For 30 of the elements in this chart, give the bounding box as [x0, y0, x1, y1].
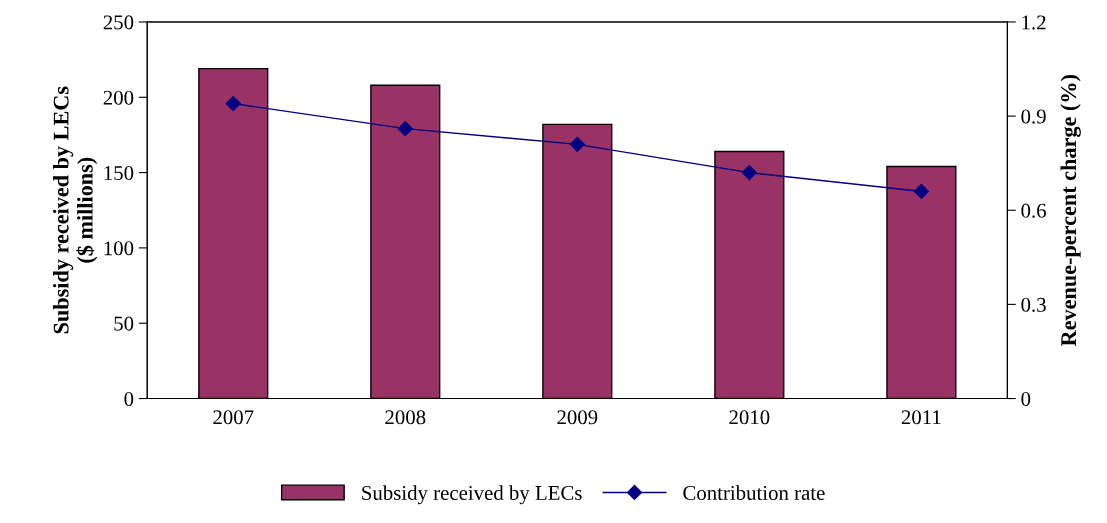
y-tick-label: 0	[124, 391, 134, 406]
y2-tick-label: 0.6	[1021, 203, 1046, 218]
x-tick-label: 2008	[385, 410, 426, 425]
legend-label: Subsidy received by LECs	[362, 485, 582, 505]
x-tick-label: 2009	[557, 410, 598, 425]
bar	[198, 67, 269, 399]
y-tick-label: 100	[104, 241, 134, 256]
y-tick-label: 200	[103, 90, 134, 105]
x-tick-label: 2010	[729, 410, 770, 425]
bar	[542, 123, 613, 399]
y-axis-title: Subsidy received by LECs ($ millions)	[52, 86, 98, 334]
point	[913, 183, 929, 199]
y2-tick-label: 0.9	[1021, 109, 1046, 124]
y2-tick-label: 1.2	[1022, 15, 1046, 30]
point	[741, 165, 757, 181]
y-tick-label: 150	[104, 165, 134, 181]
point	[569, 136, 585, 152]
y2-tick-label: 0	[1021, 391, 1031, 406]
y2-tick-label: 0.3	[1021, 297, 1046, 312]
y-tick-label: 250	[103, 15, 134, 30]
y-tick-label: 50	[114, 316, 134, 331]
bar	[714, 150, 785, 399]
x-tick-label: 2011	[901, 410, 941, 425]
bar	[886, 165, 957, 399]
point	[225, 95, 241, 112]
y2-axis-title: Revenue-percent charge (%)	[1060, 75, 1081, 347]
legend-label: Contribution rate	[683, 485, 825, 500]
bar	[370, 84, 441, 399]
point	[397, 121, 413, 137]
x-tick-label: 2007	[213, 410, 254, 425]
